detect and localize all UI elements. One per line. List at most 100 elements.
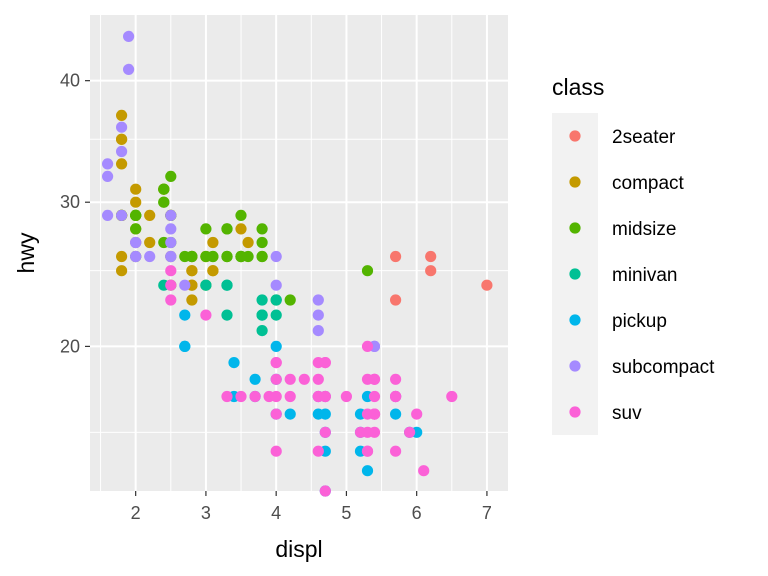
data-point-2seater xyxy=(481,279,493,291)
data-point-compact xyxy=(186,265,198,277)
data-point-subcompact xyxy=(130,236,142,249)
data-point-subcompact xyxy=(130,250,142,263)
data-point-midsize xyxy=(284,294,296,306)
legend-key-suv xyxy=(569,406,581,418)
data-point-suv xyxy=(390,373,402,385)
data-point-compact xyxy=(116,133,128,145)
data-point-2seater xyxy=(390,294,402,306)
data-point-suv xyxy=(361,340,374,352)
data-point-subcompact xyxy=(165,236,177,249)
data-point-midsize xyxy=(130,223,142,235)
y-tick-label: 20 xyxy=(60,336,80,356)
data-point-minivan xyxy=(200,279,212,291)
data-point-pickup xyxy=(179,340,191,352)
y-tick-label: 40 xyxy=(60,71,80,91)
data-point-midsize xyxy=(186,250,198,263)
data-point-suv xyxy=(390,390,402,403)
data-point-compact xyxy=(235,223,247,235)
legend: class 2seater compact midsize minivan pickup… xyxy=(552,74,715,435)
data-point-suv xyxy=(411,408,423,420)
x-axis-ticks: 2 3 4 5 6 7 xyxy=(131,491,492,523)
data-point-suv xyxy=(319,390,331,403)
data-point-subcompact xyxy=(116,209,128,221)
data-point-pickup xyxy=(270,340,282,352)
y-axis-ticks: 20 30 40 xyxy=(60,71,90,356)
data-point-minivan xyxy=(256,309,268,321)
data-point-suv xyxy=(312,373,324,385)
data-point-pickup xyxy=(361,465,374,477)
data-point-2seater xyxy=(390,250,402,263)
data-point-pickup xyxy=(179,309,191,321)
data-point-compact xyxy=(116,250,128,263)
data-point-compact xyxy=(116,109,128,121)
data-point-pickup xyxy=(390,408,402,420)
data-point-suv xyxy=(312,445,324,457)
data-point-pickup xyxy=(312,408,324,420)
x-tick-label: 4 xyxy=(271,503,281,523)
legend-key-subcompact xyxy=(569,360,581,372)
data-point-suv xyxy=(298,373,310,385)
data-point-suv xyxy=(404,426,416,438)
data-point-midsize xyxy=(221,223,233,235)
data-point-compact xyxy=(130,196,142,208)
data-point-midsize xyxy=(235,209,247,221)
data-point-suv xyxy=(249,390,261,403)
x-tick-label: 5 xyxy=(341,503,351,523)
data-point-suv xyxy=(235,390,247,403)
data-point-suv xyxy=(368,426,381,438)
data-point-subcompact xyxy=(123,30,135,42)
data-point-suv xyxy=(270,445,282,457)
x-axis-title: displ xyxy=(275,536,322,562)
legend-label-compact: compact xyxy=(612,173,685,194)
data-point-suv xyxy=(361,445,374,457)
legend-label-midsize: midsize xyxy=(612,219,676,240)
data-point-pickup xyxy=(228,357,240,369)
data-point-subcompact xyxy=(116,121,128,133)
data-point-subcompact xyxy=(123,63,135,75)
data-point-compact xyxy=(186,294,198,306)
data-point-midsize xyxy=(158,183,170,195)
data-point-subcompact xyxy=(312,294,324,306)
legend-label-minivan: minivan xyxy=(612,265,677,286)
data-point-subcompact xyxy=(270,279,282,291)
data-point-suv xyxy=(340,390,352,403)
data-point-minivan xyxy=(221,309,233,321)
data-point-subcompact xyxy=(312,325,324,337)
x-tick-label: 2 xyxy=(131,503,141,523)
data-point-suv xyxy=(284,373,296,385)
data-point-suv xyxy=(319,485,331,497)
data-point-compact xyxy=(207,265,219,277)
data-point-compact xyxy=(242,236,254,249)
data-point-subcompact xyxy=(102,170,114,182)
data-point-suv xyxy=(284,390,296,403)
legend-key-2seater xyxy=(569,130,581,142)
legend-key-pickup xyxy=(569,314,581,326)
legend-key-compact xyxy=(569,176,581,188)
legend-label-pickup: pickup xyxy=(612,311,667,332)
data-point-suv xyxy=(165,294,177,306)
x-tick-label: 7 xyxy=(482,503,492,523)
data-point-suv xyxy=(319,426,331,438)
data-point-2seater xyxy=(425,265,437,277)
data-point-subcompact xyxy=(312,309,324,321)
data-point-pickup xyxy=(284,408,296,420)
data-point-suv xyxy=(221,390,233,403)
data-point-subcompact xyxy=(270,250,282,263)
data-point-compact xyxy=(144,209,156,221)
data-point-suv xyxy=(368,390,381,403)
data-point-subcompact xyxy=(165,223,177,235)
data-point-minivan xyxy=(270,309,282,321)
data-point-midsize xyxy=(158,196,170,208)
data-points xyxy=(102,30,493,497)
data-point-pickup xyxy=(249,373,261,385)
data-point-suv xyxy=(446,390,458,403)
data-point-minivan xyxy=(221,279,233,291)
data-point-midsize xyxy=(130,209,142,221)
data-point-midsize xyxy=(361,265,374,277)
data-point-subcompact xyxy=(116,145,128,158)
data-point-midsize xyxy=(200,223,212,235)
data-point-compact xyxy=(207,236,219,249)
data-point-midsize xyxy=(235,250,247,263)
data-point-minivan xyxy=(270,294,282,306)
